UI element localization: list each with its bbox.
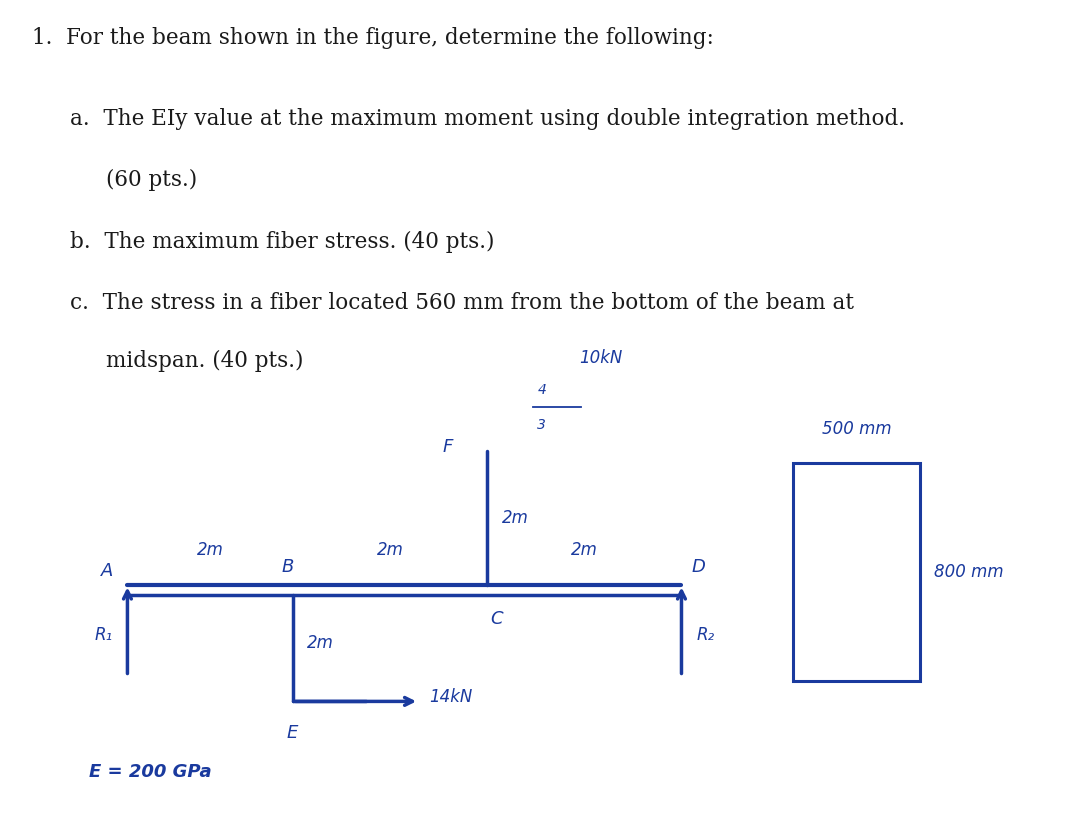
Text: B: B — [282, 558, 294, 576]
Text: 2m: 2m — [501, 509, 528, 527]
Text: E = 200 GPa: E = 200 GPa — [89, 763, 212, 782]
Text: E: E — [287, 724, 298, 742]
Text: 3: 3 — [538, 418, 546, 432]
Text: 500 mm: 500 mm — [822, 420, 891, 438]
Text: 2m: 2m — [571, 541, 597, 559]
Text: A: A — [100, 562, 113, 580]
Text: (60 pts.): (60 pts.) — [106, 169, 197, 191]
Text: c.  The stress in a fiber located 560 mm from the bottom of the beam at: c. The stress in a fiber located 560 mm … — [70, 292, 854, 314]
Text: R₂: R₂ — [697, 625, 714, 644]
Text: 1.  For the beam shown in the figure, determine the following:: 1. For the beam shown in the figure, det… — [32, 27, 714, 49]
Text: 4: 4 — [538, 382, 546, 397]
Text: 14kN: 14kN — [429, 688, 472, 706]
Text: 2m: 2m — [308, 634, 334, 652]
Text: C: C — [490, 610, 503, 628]
Bar — [794, 463, 920, 681]
Text: a.  The EIy value at the maximum moment using double integration method.: a. The EIy value at the maximum moment u… — [70, 108, 905, 129]
Text: 2m: 2m — [377, 541, 403, 559]
Text: F: F — [443, 438, 454, 456]
Text: b.  The maximum fiber stress. (40 pts.): b. The maximum fiber stress. (40 pts.) — [70, 230, 495, 252]
Text: 2m: 2m — [197, 541, 224, 559]
Text: R₁: R₁ — [95, 625, 113, 644]
Text: D: D — [691, 558, 705, 576]
Text: 800 mm: 800 mm — [934, 563, 1003, 581]
Text: midspan. (40 pts.): midspan. (40 pts.) — [106, 350, 303, 372]
Text: 10kN: 10kN — [580, 349, 623, 367]
